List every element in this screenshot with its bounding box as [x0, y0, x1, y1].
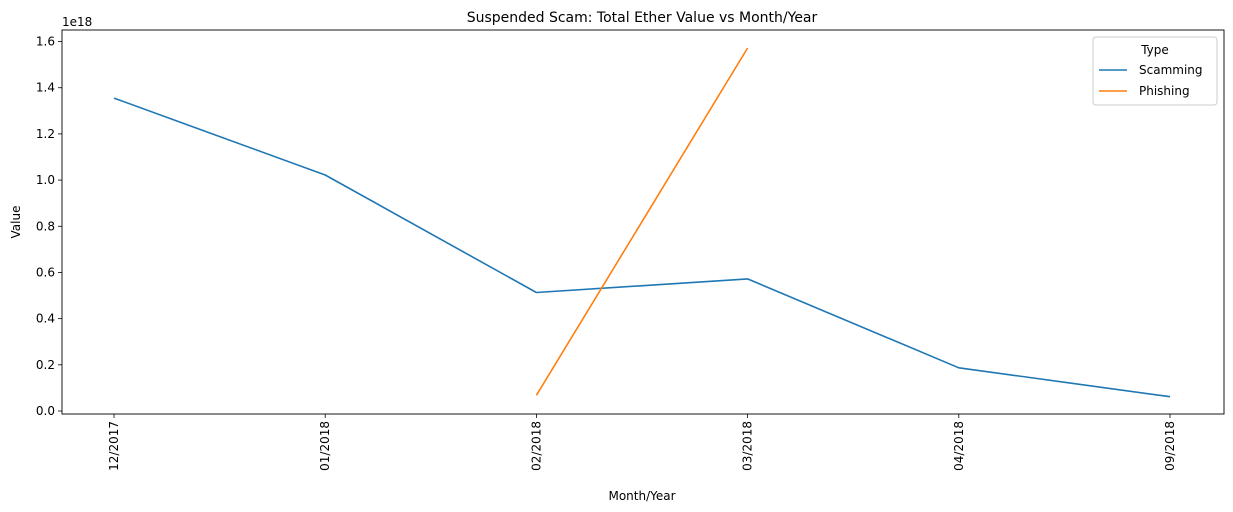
x-tick-label: 01/2018 [318, 421, 332, 471]
legend-box [1092, 36, 1218, 106]
series-line-scamming [113, 97, 1171, 398]
legend-title: Type [1140, 43, 1169, 57]
legend-label-phishing: Phishing [1139, 84, 1190, 98]
y-axis: 0.0 0.2 0.4 0.6 0.8 1.0 1.2 1.4 1.6 [36, 35, 62, 418]
chart-title: Suspended Scam: Total Ether Value vs Mon… [467, 10, 818, 26]
x-tick-label: 03/2018 [741, 421, 755, 471]
legend: Type Scamming Phishing [1092, 36, 1218, 106]
x-axis-label: Month/Year [608, 489, 675, 503]
y-tick-label: 0.0 [36, 404, 55, 418]
series-line-phishing [535, 47, 749, 396]
y-tick-label: 1.2 [36, 127, 55, 141]
x-tick-label: 12/2017 [107, 421, 121, 471]
x-axis: 12/2017 01/2018 02/2018 03/2018 04/2018 09/20… [107, 414, 1177, 471]
x-tick-label: 02/2018 [529, 421, 543, 471]
y-tick-label: 0.4 [36, 312, 55, 326]
plot-lines [113, 47, 1171, 398]
y-offset-label: 1e18 [62, 15, 92, 29]
y-tick-label: 1.0 [36, 173, 55, 187]
y-tick-label: 0.8 [36, 219, 55, 233]
x-tick-label: 09/2018 [1163, 421, 1177, 471]
legend-label-scamming: Scamming [1139, 63, 1203, 77]
plot-frame [61, 29, 1225, 415]
y-tick-label: 1.4 [36, 81, 55, 95]
x-tick-label: 04/2018 [952, 421, 966, 471]
y-tick-label: 1.6 [36, 35, 55, 49]
y-tick-label: 0.2 [36, 358, 55, 372]
y-tick-label: 0.6 [36, 265, 55, 279]
y-axis-label: Value [9, 206, 23, 239]
